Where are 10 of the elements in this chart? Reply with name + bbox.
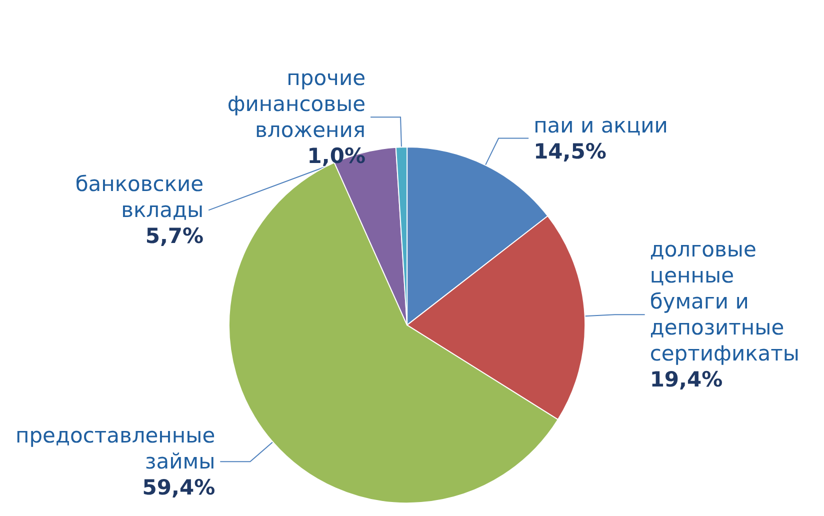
slice-label: банковские вклады: [75, 172, 204, 222]
data-label: 19,4%: [650, 368, 723, 392]
data-label: 14,5%: [534, 139, 606, 164]
data-label: 5,7%: [145, 224, 204, 248]
slice-label: паи и акции: [534, 113, 668, 138]
slice-label: прочие финансовые вложения: [227, 66, 366, 142]
data-label: 1,0%: [307, 144, 366, 168]
slice-label: предоставленные займы: [15, 424, 216, 474]
slice-label: долговые ценные бумаги и депозитные сертификаты: [650, 238, 800, 366]
data-label: 59,4%: [142, 476, 216, 500]
